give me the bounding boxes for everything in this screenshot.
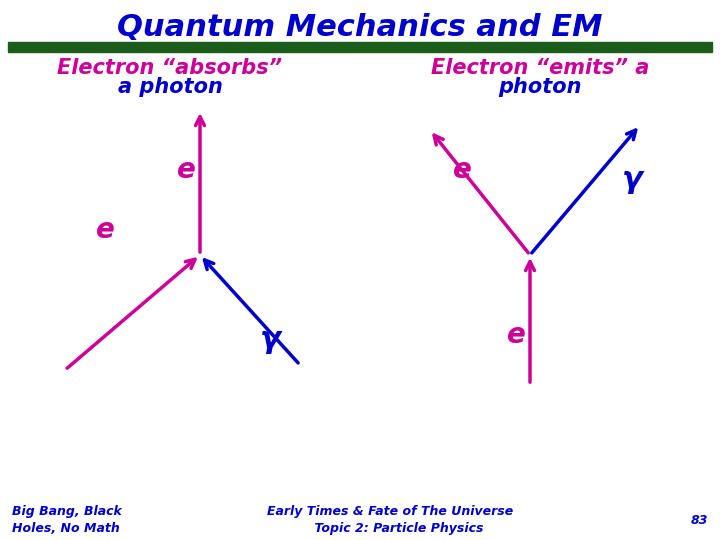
Text: e: e — [453, 156, 472, 184]
Text: Electron “absorbs”: Electron “absorbs” — [58, 58, 282, 78]
Text: Big Bang, Black
Holes, No Math: Big Bang, Black Holes, No Math — [12, 505, 122, 535]
Text: γ: γ — [621, 165, 642, 194]
Bar — [8, 42, 712, 52]
Text: Quantum Mechanics and EM: Quantum Mechanics and EM — [117, 14, 603, 43]
Text: Electron “emits” a: Electron “emits” a — [431, 58, 649, 78]
Text: γ: γ — [260, 326, 280, 354]
Text: Early Times & Fate of The Universe
    Topic 2: Particle Physics: Early Times & Fate of The Universe Topic… — [267, 505, 513, 535]
Text: a photon: a photon — [117, 77, 222, 97]
Text: e: e — [507, 321, 526, 349]
Text: 83: 83 — [690, 514, 708, 526]
Text: photon: photon — [498, 77, 582, 97]
Text: e: e — [96, 216, 114, 244]
Text: e: e — [176, 156, 195, 184]
